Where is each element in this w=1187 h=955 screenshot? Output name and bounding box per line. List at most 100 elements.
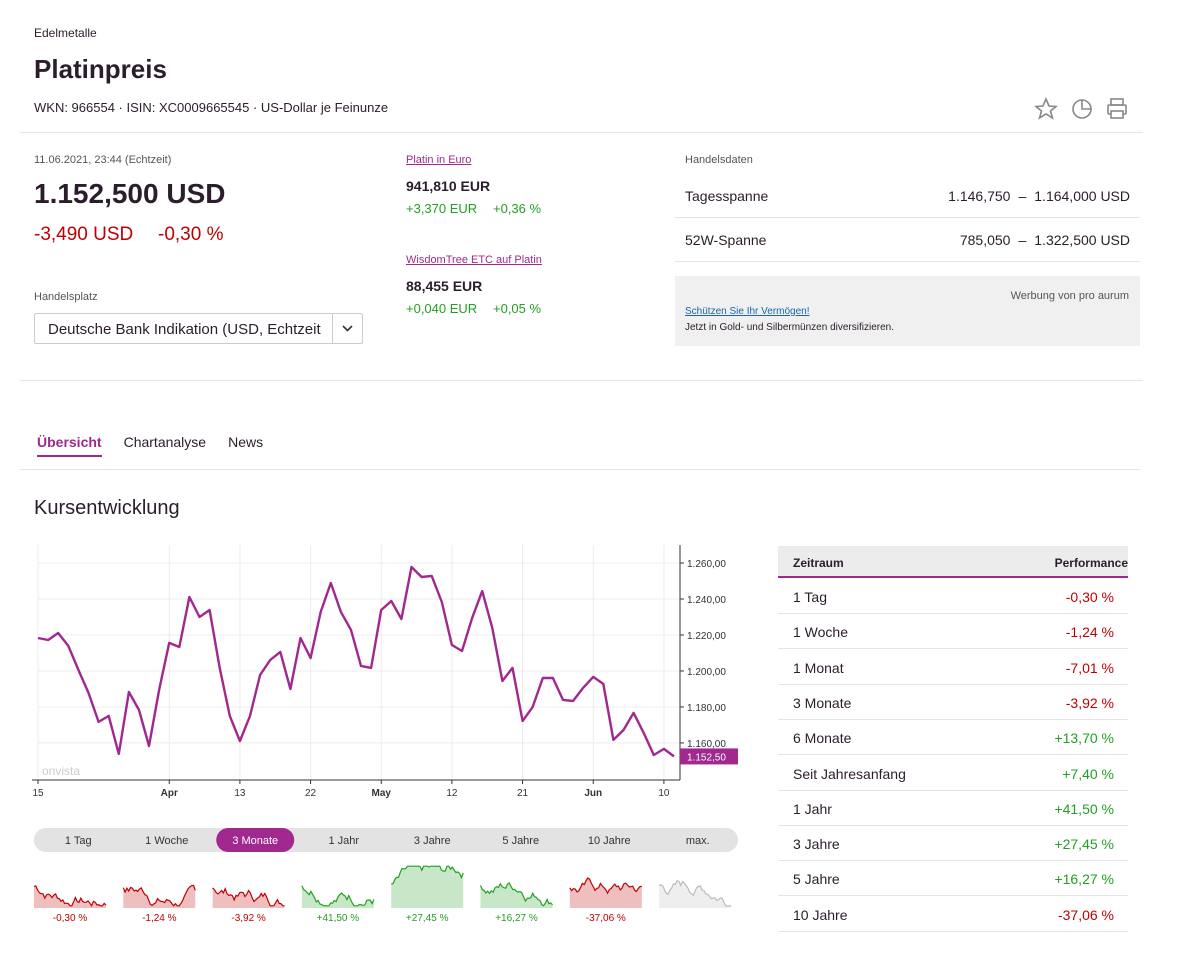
x-tick-label: Apr — [161, 788, 178, 799]
watermark: onvista — [42, 764, 80, 778]
tab[interactable]: Übersicht — [37, 434, 102, 457]
divider — [20, 380, 1143, 381]
ad-link[interactable]: Schützen Sie Ihr Vermögen! — [685, 306, 810, 317]
mini-area — [480, 883, 553, 908]
performance: -3,92 % — [1065, 694, 1114, 711]
venue-select[interactable]: Deutsche Bank Indikation (USD, Echtzeit) — [34, 313, 363, 344]
mini-performance: +27,45 % — [406, 913, 449, 924]
y-tick-label: 1.260,00 — [687, 559, 726, 570]
mini-line — [122, 884, 196, 907]
divider — [778, 683, 1128, 685]
range-button[interactable]: 1 Jahr — [328, 835, 359, 847]
price-line — [37, 565, 675, 758]
range-button[interactable]: 1 Tag — [65, 835, 92, 847]
period: Seit Jahresanfang — [793, 765, 906, 782]
tab[interactable]: News — [228, 434, 264, 450]
mini-line — [658, 879, 732, 907]
range-label: 3 Monate — [232, 835, 278, 847]
divider — [778, 895, 1128, 897]
mini-line — [479, 882, 553, 907]
divider — [778, 824, 1128, 826]
trading-label: 52W-Spanne — [685, 232, 767, 248]
x-tick-label: Jun — [584, 788, 602, 799]
range-button[interactable]: max. — [686, 835, 710, 847]
trading-label: Tagesspanne — [685, 188, 769, 204]
mini-area — [391, 866, 464, 908]
performance: -0,30 % — [1065, 589, 1114, 605]
range-label: 1 Tag — [65, 835, 92, 847]
y-tick-label: 1.220,00 — [687, 631, 726, 642]
range-button[interactable]: 3 Jahre — [414, 835, 451, 847]
column-header: Zeitraum — [793, 556, 844, 570]
period: 5 Jahre — [793, 871, 840, 888]
period: 1 Tag — [793, 589, 827, 605]
change: -3,490 USD — [34, 224, 134, 245]
performance: -7,01 % — [1065, 659, 1114, 676]
timestamp: 11.06.2021, 23:44 (Echtzeit) — [34, 154, 172, 166]
mini-line — [33, 885, 107, 908]
ad-box: Werbung von pro aurum Schützen Sie Ihr V… — [675, 276, 1140, 346]
range-label: 3 Jahre — [414, 835, 451, 847]
mini-line — [569, 877, 642, 895]
divider — [778, 718, 1128, 720]
last-price-label: 1.152,50 — [687, 752, 726, 763]
related-link[interactable]: Platin in Euro — [406, 154, 472, 166]
venue-label: Handelsplatz — [34, 291, 98, 303]
last-price-tag — [680, 748, 738, 765]
trading-value-part: 785,050 — [959, 232, 1011, 248]
range-button[interactable]: 5 Jahre — [502, 835, 539, 847]
y-tick-label: 1.200,00 — [687, 667, 726, 678]
mini-area — [301, 885, 374, 908]
mini-line — [301, 885, 375, 907]
period: 1 Woche — [793, 624, 848, 641]
mini-line — [391, 865, 464, 885]
trading-value-part: 1.164,000 USD — [1034, 188, 1130, 204]
mini-performance: -3,92 % — [231, 913, 266, 924]
trading-value-part: – — [1018, 188, 1027, 204]
related-price: 941,810 EUR — [406, 178, 491, 194]
mini-performance: +41,50 % — [317, 913, 360, 924]
related-price: 88,455 EUR — [406, 278, 483, 294]
trading-value: 785,050–1.322,500 USD — [960, 232, 1130, 248]
mini-performance: -37,06 % — [586, 913, 626, 924]
mini-performance: -0,30 % — [53, 913, 88, 924]
mini-line — [212, 887, 285, 907]
performance: +27,45 % — [1054, 836, 1114, 853]
mini-area — [123, 885, 196, 908]
tab[interactable]: Chartanalyse — [123, 434, 207, 450]
table-header — [778, 546, 1128, 578]
trading-value-part: – — [1018, 232, 1027, 248]
change-pct: -0,30 % — [158, 224, 224, 245]
page-title: Platinpreis — [34, 54, 167, 84]
x-tick-label: 12 — [446, 788, 458, 799]
trading-value-part: 1.146,750 — [948, 188, 1011, 204]
range-button[interactable]: 1 Woche — [145, 835, 188, 847]
period: 10 Jahre — [793, 906, 848, 923]
divider — [20, 132, 1143, 133]
trading-value-part: 1.322,500 USD — [1034, 232, 1130, 248]
mini-area — [569, 878, 642, 908]
trading-value: 1.146,750–1.164,000 USD — [948, 188, 1130, 204]
divider — [778, 648, 1128, 650]
divider — [675, 261, 1140, 262]
period: 6 Monate — [793, 730, 852, 747]
mini-performance: -1,24 % — [142, 913, 177, 924]
range-active — [216, 828, 295, 852]
range-button[interactable]: 10 Jahre — [588, 835, 631, 847]
mini-area — [34, 886, 106, 908]
range-button[interactable]: 3 Monate — [216, 828, 295, 852]
ad-text: Jetzt in Gold- und Silbermünzen diversif… — [685, 322, 894, 333]
related-link[interactable]: WisdomTree ETC auf Platin — [406, 254, 542, 266]
portfolio-icon[interactable] — [1072, 99, 1092, 119]
x-tick-label: 15 — [32, 788, 44, 799]
print-icon[interactable] — [1107, 98, 1127, 119]
watchlist-icon[interactable] — [1034, 96, 1059, 120]
y-tick-label: 1.160,00 — [687, 739, 726, 750]
x-tick-label: 10 — [658, 788, 670, 799]
range-bar — [34, 828, 738, 852]
divider — [778, 789, 1128, 791]
mini-area — [659, 880, 732, 908]
trading-data-title: Handelsdaten — [685, 154, 753, 166]
